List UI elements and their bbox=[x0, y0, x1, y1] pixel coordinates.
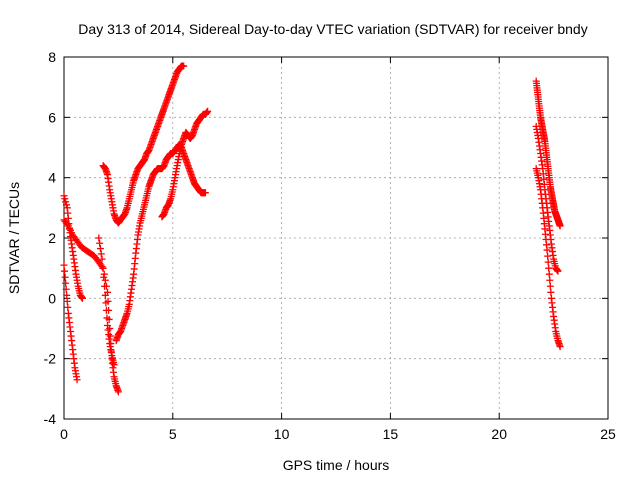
data-point bbox=[114, 388, 122, 396]
x-tick-label: 10 bbox=[274, 426, 290, 442]
data-point bbox=[97, 250, 105, 258]
data-series bbox=[532, 122, 562, 275]
data-point bbox=[546, 282, 554, 290]
data-point bbox=[60, 261, 68, 269]
data-point bbox=[101, 276, 109, 284]
data-series bbox=[532, 77, 564, 230]
data-point bbox=[103, 314, 111, 322]
data-series bbox=[158, 107, 212, 221]
x-axis-title: GPS time / hours bbox=[283, 457, 390, 473]
data-point bbox=[106, 332, 114, 340]
data-point bbox=[102, 299, 110, 307]
x-tick-label: 0 bbox=[60, 426, 68, 442]
x-tick-label: 25 bbox=[600, 426, 616, 442]
data-point bbox=[62, 279, 70, 287]
data-point bbox=[180, 62, 188, 70]
data-series bbox=[532, 165, 564, 351]
data-point bbox=[96, 245, 104, 253]
data-point bbox=[99, 264, 107, 272]
data-point bbox=[96, 239, 104, 247]
data-point bbox=[201, 189, 209, 197]
grid-lines bbox=[64, 57, 608, 419]
data-point bbox=[102, 306, 110, 314]
data-point bbox=[544, 252, 552, 260]
y-tick-label: -2 bbox=[44, 351, 57, 367]
data-point bbox=[544, 258, 552, 266]
y-tick-label: -4 bbox=[44, 411, 57, 427]
y-tick-label: 6 bbox=[48, 109, 56, 125]
data-series bbox=[60, 261, 81, 384]
chart-title: Day 313 of 2014, Sidereal Day-to-day VTE… bbox=[78, 21, 587, 37]
data-point bbox=[62, 285, 70, 293]
x-tick-label: 5 bbox=[169, 426, 177, 442]
y-tick-label: 4 bbox=[48, 170, 56, 186]
x-tick-label: 20 bbox=[491, 426, 507, 442]
data-series bbox=[95, 234, 118, 369]
data-point bbox=[110, 361, 118, 369]
data-point bbox=[64, 303, 72, 311]
data-point bbox=[101, 291, 109, 299]
y-tick-label: 0 bbox=[48, 290, 56, 306]
data-point bbox=[61, 195, 69, 203]
x-tick-label: 15 bbox=[383, 426, 399, 442]
data-point bbox=[98, 263, 106, 271]
data-series bbox=[60, 216, 122, 396]
data-point bbox=[98, 255, 106, 263]
y-axis-title: SDTVAR / TECUs bbox=[6, 182, 22, 294]
axis-ticks: 0 5 10 15 20 25 -4 -2 0 2 4 6 8 bbox=[44, 49, 616, 442]
data-point bbox=[101, 282, 109, 290]
data-point bbox=[61, 267, 69, 275]
data-point bbox=[95, 234, 103, 242]
data-point bbox=[60, 192, 68, 200]
data-point bbox=[546, 276, 554, 284]
data-point bbox=[73, 376, 81, 384]
data-point bbox=[63, 291, 71, 299]
data-point bbox=[556, 343, 564, 351]
data-point bbox=[547, 288, 555, 296]
data-point bbox=[204, 107, 212, 115]
data-point bbox=[78, 294, 86, 302]
data-points bbox=[60, 62, 564, 396]
data-point bbox=[63, 297, 71, 305]
data-point bbox=[554, 267, 562, 275]
data-series bbox=[99, 62, 188, 227]
y-tick-label: 8 bbox=[48, 49, 56, 65]
data-point bbox=[545, 264, 553, 272]
data-series bbox=[112, 140, 209, 345]
data-point bbox=[545, 270, 553, 278]
data-point bbox=[556, 222, 564, 230]
y-tick-label: 2 bbox=[48, 230, 56, 246]
data-point bbox=[62, 201, 70, 209]
data-point bbox=[63, 220, 71, 228]
data-point bbox=[100, 273, 108, 281]
data-point bbox=[62, 198, 70, 206]
data-point bbox=[61, 273, 69, 281]
data-point bbox=[543, 246, 551, 254]
